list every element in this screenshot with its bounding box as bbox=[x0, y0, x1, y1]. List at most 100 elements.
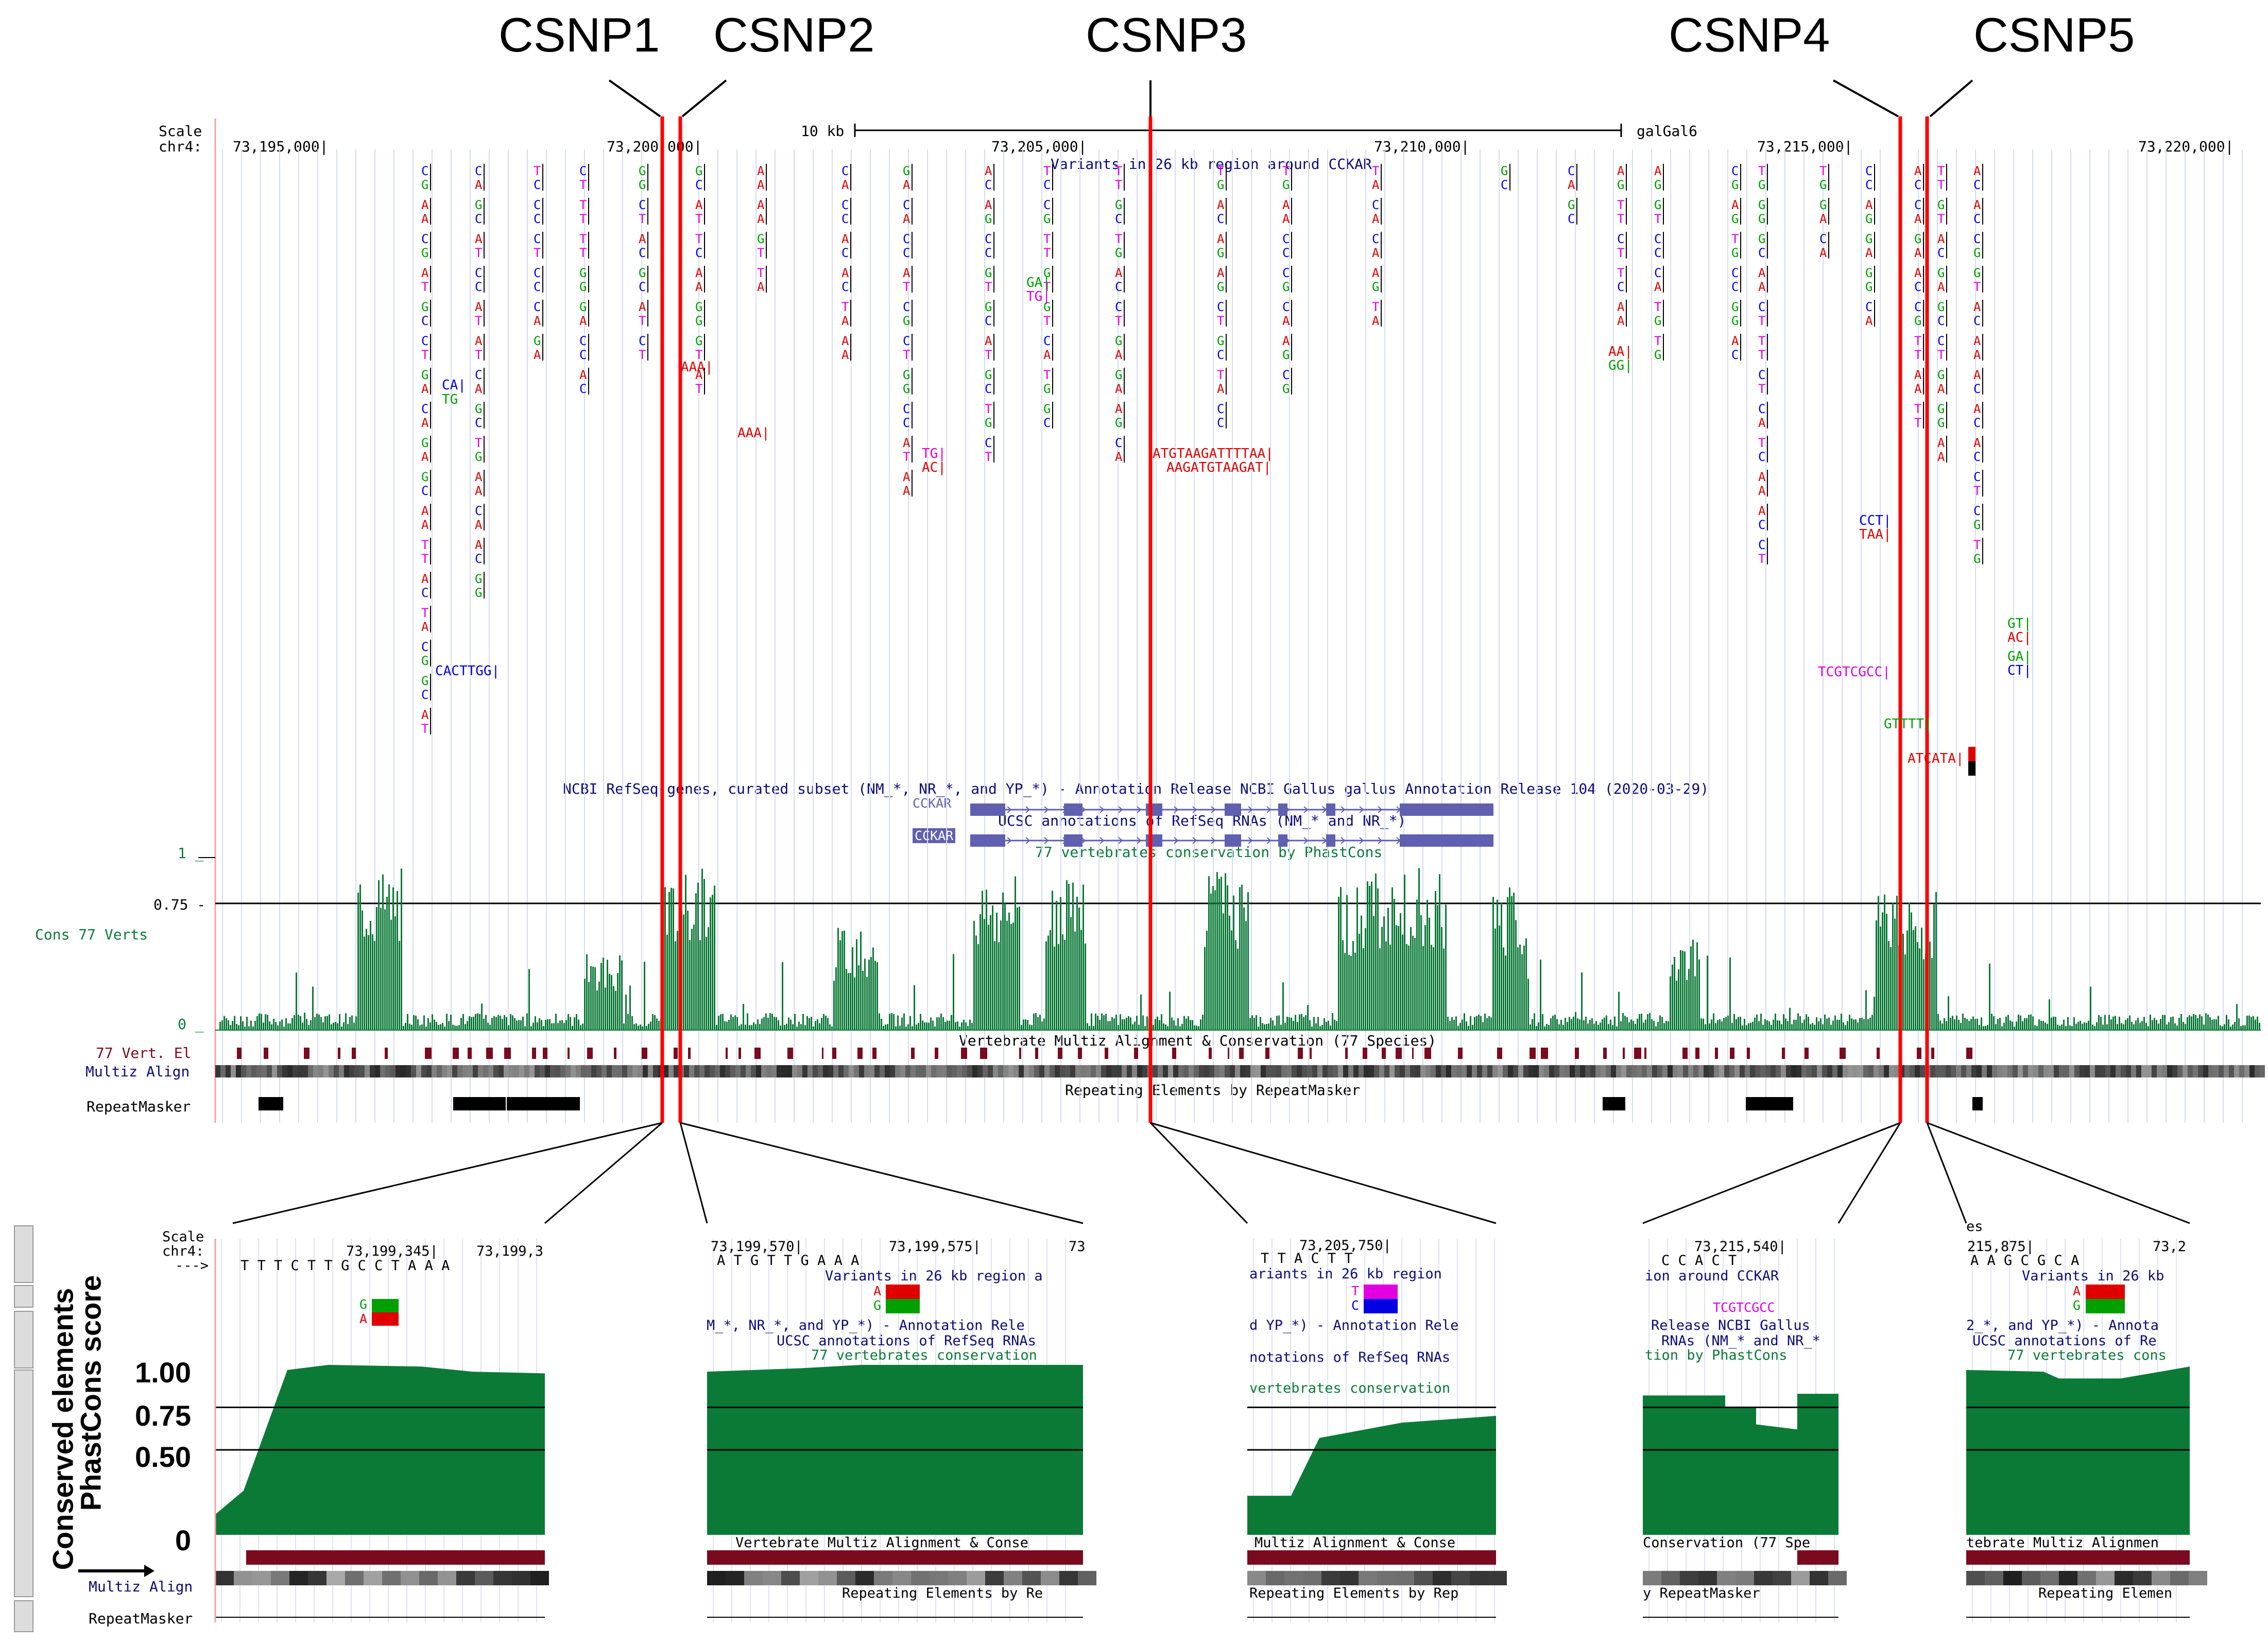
cons-bar bbox=[1163, 1023, 1164, 1030]
cons-bar bbox=[658, 1020, 660, 1030]
cons-bar bbox=[1074, 931, 1076, 1030]
zoom-multiz-cell bbox=[456, 1571, 475, 1585]
cons-bar bbox=[1056, 901, 1057, 1030]
variant-allele: G bbox=[639, 178, 646, 192]
chrom-label: chr4: bbox=[159, 138, 202, 155]
multiz-cell bbox=[303, 1065, 308, 1077]
conserved-element bbox=[1747, 1048, 1750, 1059]
multiz-cell bbox=[1487, 1065, 1492, 1077]
variant-allele: A bbox=[534, 348, 541, 362]
cons-bar bbox=[1968, 1020, 1970, 1030]
exon bbox=[1146, 834, 1162, 847]
cons-bar bbox=[1183, 1016, 1185, 1030]
conserved-element bbox=[1541, 1048, 1548, 1059]
multiz-cell bbox=[1235, 1065, 1240, 1077]
multiz-cell bbox=[2059, 1065, 2064, 1077]
cons-bar bbox=[2222, 1026, 2223, 1030]
conserved-element bbox=[1623, 1048, 1625, 1059]
multiz-cell bbox=[1256, 1065, 1261, 1077]
variant-allele: G bbox=[1758, 212, 1765, 226]
multiz-cell bbox=[2121, 1065, 2126, 1077]
variant-allele: G bbox=[1731, 246, 1739, 260]
variant-allele: G bbox=[1043, 300, 1051, 314]
variant-allele: C bbox=[903, 402, 910, 416]
cons-bar bbox=[1538, 1022, 1539, 1030]
conserved-element bbox=[1634, 1048, 1641, 1059]
variant-allele: A bbox=[1937, 436, 1945, 450]
multiz-cell bbox=[1673, 1065, 1678, 1077]
cons-bar bbox=[1793, 1019, 1795, 1030]
cons-bar bbox=[337, 1023, 338, 1030]
zoom5-coord: 73,2 bbox=[2153, 1239, 2187, 1255]
cons-bar bbox=[796, 1026, 798, 1030]
variant-allele: C bbox=[1914, 198, 1921, 212]
variant-allele: T bbox=[1914, 416, 1921, 430]
cons-bar bbox=[924, 1022, 925, 1030]
variant-allele: T bbox=[1217, 314, 1224, 328]
strand-arrow bbox=[1341, 837, 1346, 844]
zoom-multiz-cell bbox=[2096, 1571, 2115, 1585]
multiz-cell bbox=[1333, 1065, 1338, 1077]
multiz-cell bbox=[1286, 1065, 1292, 1077]
multiz-cell bbox=[318, 1065, 323, 1077]
multiz-cell bbox=[272, 1065, 277, 1077]
cons-bar bbox=[1989, 963, 1990, 1030]
cons-bar bbox=[436, 1021, 437, 1030]
cons-bar bbox=[1921, 928, 1922, 1030]
cons-bar bbox=[975, 935, 977, 1030]
cons-bar bbox=[1439, 874, 1440, 1030]
cons-bar bbox=[1387, 908, 1389, 1030]
cons-bar bbox=[1853, 1019, 1854, 1030]
cons-bar bbox=[1544, 1026, 1545, 1030]
cons-bar bbox=[329, 1014, 330, 1030]
zoom2-repeat: Repeating Elements by Re bbox=[842, 1585, 1043, 1601]
conserved-element bbox=[587, 1048, 593, 1059]
conserved-element bbox=[1805, 1048, 1809, 1059]
cons-bar bbox=[1105, 1014, 1107, 1030]
multiz-cell bbox=[885, 1065, 890, 1077]
cons-bar bbox=[642, 1026, 643, 1030]
variant-allele: C bbox=[1654, 246, 1661, 260]
zoom-multiz-cell bbox=[911, 1571, 930, 1585]
cons-bar bbox=[889, 1014, 890, 1030]
multiz-cell bbox=[1281, 1065, 1286, 1077]
variant-allele: C bbox=[475, 504, 482, 518]
cons-bar bbox=[487, 1022, 489, 1030]
variant-allele: C bbox=[579, 348, 587, 362]
cons-bar bbox=[2152, 1020, 2153, 1030]
cons-bar bbox=[502, 1019, 503, 1030]
multiz-cell bbox=[1292, 1065, 1297, 1077]
cons-bar bbox=[444, 1026, 445, 1030]
variant-allele: C bbox=[534, 266, 541, 280]
multiz-cell bbox=[653, 1065, 658, 1077]
variant-allele: G bbox=[985, 368, 992, 382]
cons-bar bbox=[1991, 1014, 1992, 1030]
variant-allele: A bbox=[757, 280, 765, 294]
variant-allele: C bbox=[1043, 198, 1051, 212]
variant-allele: C bbox=[985, 178, 992, 192]
cons-bar bbox=[1402, 934, 1403, 1030]
cons-bar bbox=[1896, 896, 1898, 1030]
cons-bar bbox=[1146, 1016, 1148, 1030]
cons-bar bbox=[1571, 1019, 1572, 1030]
cons-bar bbox=[776, 1017, 777, 1030]
conserved-element bbox=[822, 1048, 823, 1059]
strand-arrow bbox=[1081, 837, 1086, 844]
cons-bar bbox=[355, 1016, 357, 1030]
multiz-cell bbox=[905, 1065, 910, 1077]
zoom2-allele-alt: G bbox=[873, 1298, 882, 1313]
cons-bar bbox=[1645, 1019, 1646, 1030]
cons-bar bbox=[753, 1022, 754, 1030]
multiz-cell bbox=[1271, 1065, 1276, 1077]
variant-allele: C bbox=[903, 232, 910, 246]
cons-bar bbox=[1585, 1016, 1587, 1030]
zoom-multiz-cell bbox=[345, 1571, 364, 1585]
multiz-cell bbox=[1626, 1065, 1631, 1077]
conserved-element bbox=[264, 1048, 268, 1059]
variant-allele: A bbox=[1758, 266, 1766, 280]
csnp3-title: CSNP3 bbox=[1086, 8, 1247, 62]
variant-allele: C bbox=[1372, 198, 1379, 212]
multiz-cell bbox=[2234, 1065, 2239, 1077]
conserved-element bbox=[1058, 1048, 1062, 1059]
variant-allele: G bbox=[1217, 246, 1224, 260]
